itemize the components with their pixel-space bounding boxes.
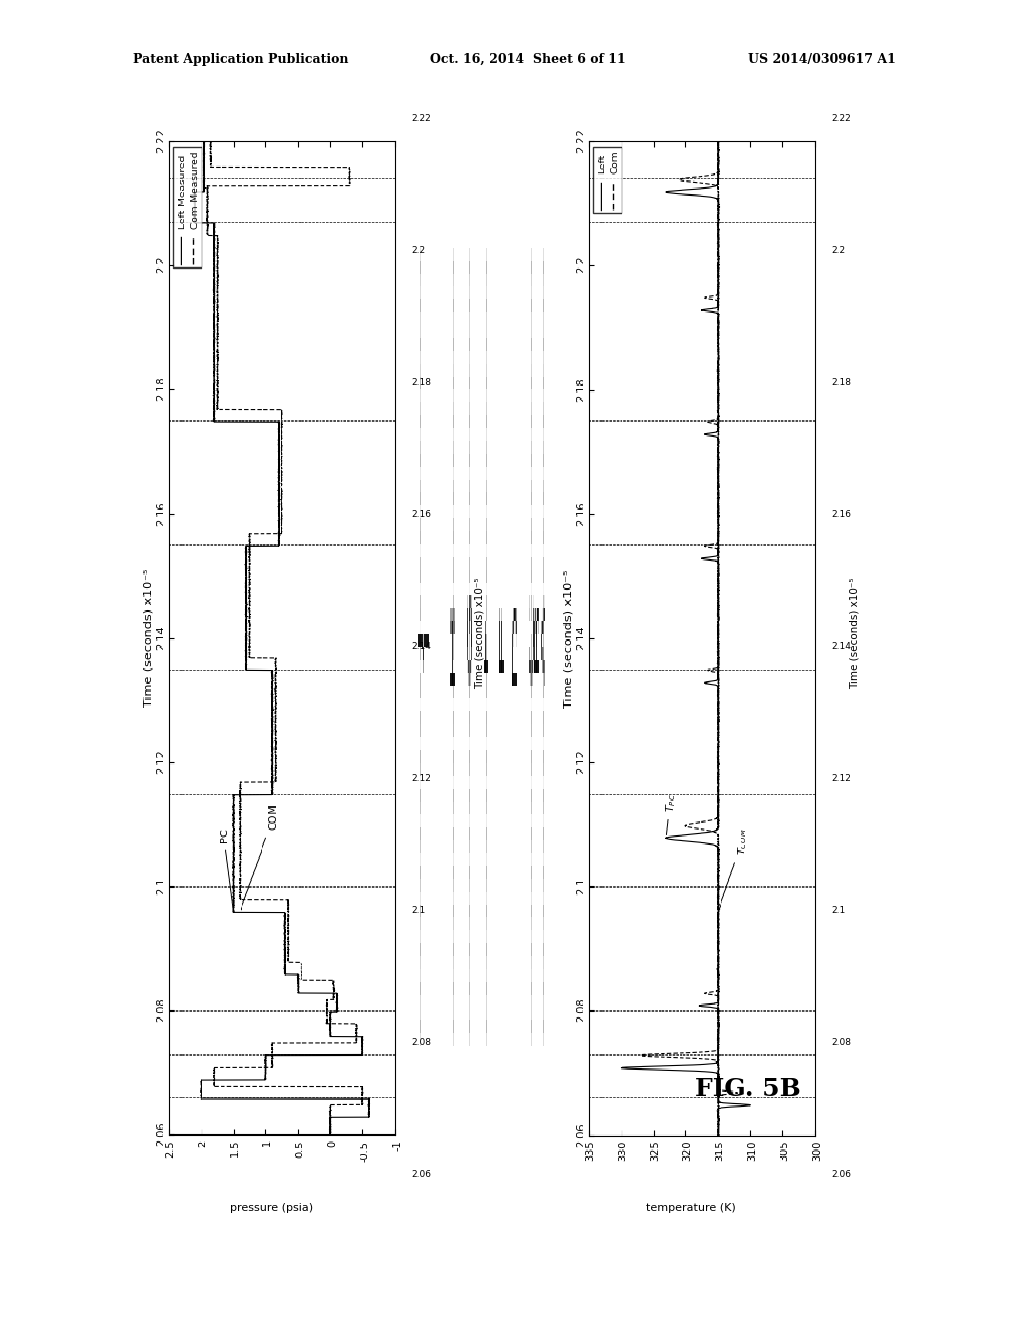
Text: 2.1: 2.1 — [412, 907, 426, 915]
Text: 2.12: 2.12 — [412, 775, 431, 783]
Text: 2.1: 2.1 — [831, 907, 846, 915]
Text: 2.22: 2.22 — [412, 115, 431, 123]
Text: 2.18: 2.18 — [831, 379, 852, 387]
Text: 2.14: 2.14 — [831, 643, 851, 651]
Text: Time (seconds) x10⁻⁵: Time (seconds) x10⁻⁵ — [850, 578, 860, 689]
Text: Oct. 16, 2014  Sheet 6 of 11: Oct. 16, 2014 Sheet 6 of 11 — [430, 53, 626, 66]
Text: 2.08: 2.08 — [412, 1039, 432, 1047]
Text: pressure (psia): pressure (psia) — [229, 1203, 313, 1213]
Text: Patent Application Publication: Patent Application Publication — [133, 53, 348, 66]
Text: FIG. 5B: FIG. 5B — [694, 1077, 801, 1101]
Text: 2.18: 2.18 — [412, 379, 432, 387]
Text: temperature (K): temperature (K) — [646, 1203, 736, 1213]
Text: 2.2: 2.2 — [412, 247, 426, 255]
Text: 2.16: 2.16 — [831, 511, 852, 519]
Text: 2.16: 2.16 — [412, 511, 432, 519]
Text: US 2014/0309617 A1: US 2014/0309617 A1 — [748, 53, 895, 66]
Text: 2.06: 2.06 — [831, 1171, 852, 1179]
Text: 2.06: 2.06 — [412, 1171, 432, 1179]
Text: 2.12: 2.12 — [831, 775, 851, 783]
Text: 2.08: 2.08 — [831, 1039, 852, 1047]
Text: 2.2: 2.2 — [831, 247, 846, 255]
Text: Time (seconds) x10⁻⁵: Time (seconds) x10⁻⁵ — [474, 578, 484, 689]
Text: 2.14: 2.14 — [412, 643, 431, 651]
Text: 2.22: 2.22 — [831, 115, 851, 123]
